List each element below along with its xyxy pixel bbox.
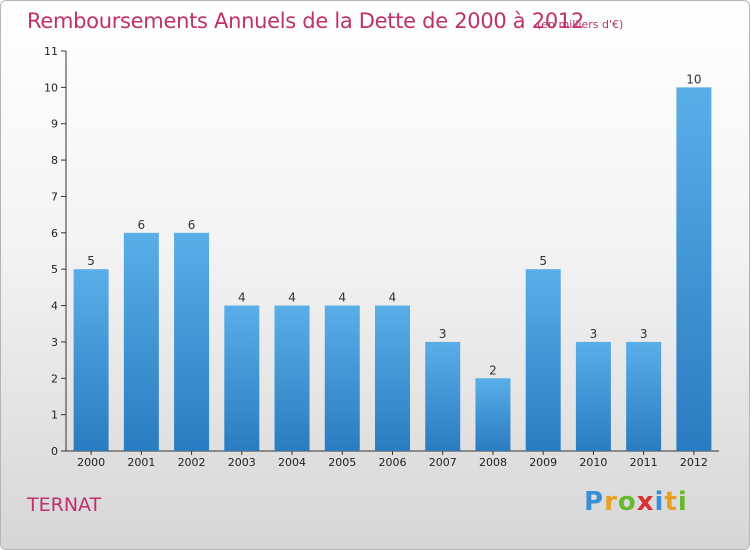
data-label: 10 (686, 72, 701, 86)
y-tick-label: 7 (51, 190, 58, 203)
x-tick-label: 2000 (77, 456, 105, 469)
y-tick-label: 3 (51, 336, 58, 349)
bar[interactable] (676, 87, 712, 451)
x-tick-label: 2009 (529, 456, 557, 469)
bar[interactable] (274, 305, 310, 451)
data-label: 4 (288, 291, 296, 305)
data-label: 4 (238, 291, 246, 305)
chart-subtitle: (en milliers d'€) (537, 18, 624, 31)
logo-letter: o (617, 487, 637, 517)
bar[interactable] (174, 232, 210, 451)
bar[interactable] (73, 269, 109, 451)
bar[interactable] (224, 305, 260, 451)
y-tick-label: 6 (51, 227, 58, 240)
y-tick-label: 10 (44, 81, 58, 94)
bar[interactable] (626, 341, 662, 451)
commune-name: TERNAT (27, 494, 102, 516)
y-tick-label: 11 (44, 45, 58, 58)
y-tick-label: 1 (51, 409, 58, 422)
data-label: 5 (539, 254, 547, 268)
logo-letter: r (604, 487, 618, 517)
data-label: 3 (640, 327, 648, 341)
data-label: 3 (590, 327, 598, 341)
logo-letter: x (636, 487, 655, 517)
x-tick-label: 2003 (228, 456, 256, 469)
y-tick-label: 0 (51, 445, 58, 458)
x-tick-label: 2001 (127, 456, 155, 469)
data-label: 4 (389, 291, 397, 305)
logo-letter: t (664, 487, 678, 517)
bar[interactable] (123, 232, 159, 451)
data-label: 5 (87, 254, 95, 268)
y-tick-label: 4 (51, 300, 58, 313)
x-tick-label: 2006 (379, 456, 407, 469)
data-label: 6 (188, 218, 196, 232)
x-tick-label: 2005 (328, 456, 356, 469)
bar[interactable] (425, 341, 461, 451)
data-label: 6 (138, 218, 146, 232)
bar[interactable] (324, 305, 360, 451)
bar[interactable] (475, 378, 511, 451)
y-tick-label: 8 (51, 154, 58, 167)
bar[interactable] (375, 305, 410, 451)
bar[interactable] (575, 341, 611, 451)
logo-letter: P (584, 487, 605, 517)
chart-title: Remboursements Annuels de la Dette de 20… (27, 9, 584, 33)
logo-letter: i (654, 487, 665, 517)
y-tick-label: 2 (51, 372, 58, 385)
data-label: 2 (489, 363, 497, 377)
data-label: 4 (338, 291, 346, 305)
x-tick-label: 2008 (479, 456, 507, 469)
data-label: 3 (439, 327, 447, 341)
x-tick-label: 2012 (680, 456, 708, 469)
proxiti-logo[interactable]: Proxiti (584, 487, 688, 517)
logo-letter: i (677, 487, 688, 517)
bar[interactable] (525, 269, 561, 451)
x-tick-label: 2011 (630, 456, 658, 469)
y-tick-label: 9 (51, 118, 58, 131)
x-tick-label: 2004 (278, 456, 306, 469)
x-tick-label: 2010 (579, 456, 607, 469)
x-tick-label: 2002 (178, 456, 206, 469)
y-tick-label: 5 (51, 263, 58, 276)
x-tick-label: 2007 (429, 456, 457, 469)
